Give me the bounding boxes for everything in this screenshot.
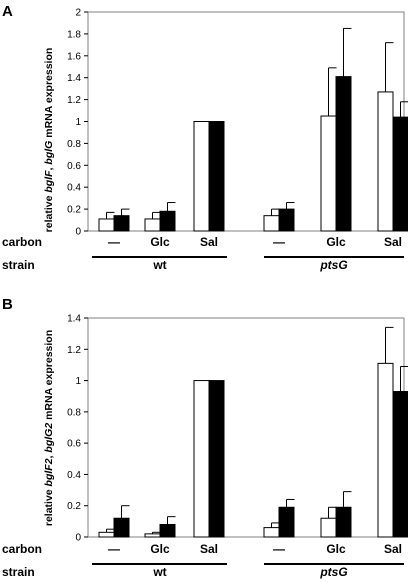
panel-a-bar — [144, 218, 161, 232]
panel-b-category-label: — — [108, 542, 120, 556]
panel-a-bar — [98, 218, 115, 232]
panel-a-bar — [208, 121, 225, 232]
panel-b-y-tick-label: 0.4 — [67, 470, 81, 481]
panel-a-y-tick-label: 0.6 — [67, 161, 81, 172]
panel-b-bar — [208, 380, 225, 538]
panel-b-strain-label: strain — [2, 565, 35, 579]
panel-a-category-label: — — [273, 235, 285, 249]
panel-a-bar — [159, 210, 176, 232]
panel-b-plot-frame — [87, 317, 405, 538]
panel-a-y-tick-label: 0 — [75, 227, 81, 238]
panel-a-category-label: Sal — [200, 235, 218, 249]
panel-b-category-label: Glc — [150, 542, 170, 556]
panel-a-label: A — [2, 3, 13, 20]
panel-a-strain-wt: wt — [152, 258, 166, 272]
panel-a-strain-ptsg: ptsG — [319, 258, 347, 272]
panel-a-y-tick-label: 1.6 — [67, 51, 81, 62]
panel-a-bar — [193, 121, 210, 232]
panel-a-y-tick-label: 2 — [75, 8, 81, 19]
panel-a-bar — [320, 115, 337, 232]
panel-b-y-tick-label: 0 — [75, 533, 81, 544]
panel-b-bar — [392, 391, 408, 538]
panel-a-y-axis-label: relative bglF, bglG mRNA expression — [43, 48, 55, 233]
panel-b-strain-wt: wt — [152, 565, 166, 579]
panel-b-category-label: — — [273, 542, 285, 556]
panel-b-category-label: Sal — [384, 542, 402, 556]
panel-a-y-tick-label: 0.4 — [67, 183, 81, 194]
panel-a-category-label: Sal — [384, 235, 402, 249]
panel-a-y-tick-label: 1 — [75, 117, 81, 128]
panel-a-y-tick-label: 1.4 — [67, 73, 81, 84]
panel-b-carbon-label: carbon — [2, 542, 42, 556]
panel-a-bar — [392, 116, 408, 232]
panel-b-y-tick-label: 0.6 — [67, 439, 81, 450]
panel-b-bar — [159, 523, 176, 538]
panel-b-y-axis-label: relative bglF2, bglG2 mRNA expression — [43, 330, 55, 526]
panel-b-y-tick-label: 0.2 — [67, 501, 81, 512]
panel-b-category-label: Glc — [326, 542, 346, 556]
panel-b-bar — [377, 362, 394, 538]
panel-a-y-tick-label: 0.8 — [67, 139, 81, 150]
panel-b-y-tick-label: 1 — [75, 376, 81, 387]
panel-a-y-tick-label: 1.2 — [67, 95, 81, 106]
panel-b: B relative bglF2, bglG2 mRNA expression … — [2, 296, 408, 579]
panel-a-bar — [278, 208, 295, 232]
panel-a-plot-frame — [87, 11, 405, 232]
panel-b-y-tick-label: 1.2 — [67, 345, 81, 356]
panel-a-carbon-label: carbon — [2, 235, 42, 249]
panel-b-strain-ptsg: ptsG — [319, 565, 347, 579]
panel-b-bar — [263, 527, 280, 538]
panel-b-y-tick-label: 1.4 — [67, 314, 81, 325]
panel-b-bar — [320, 517, 337, 538]
panel-b-bar — [335, 506, 352, 538]
panel-a-category-label: Glc — [326, 235, 346, 249]
panel-b-bar — [113, 517, 130, 538]
panel-b-label: B — [2, 296, 13, 313]
panel-a-strain-label: strain — [2, 258, 35, 272]
panel-a-category-label: Glc — [150, 235, 170, 249]
panel-a-y-tick-label: 1.8 — [67, 29, 81, 40]
panel-a-category-label: — — [108, 235, 120, 249]
panel-b-category-label: Sal — [200, 542, 218, 556]
panel-a-bar — [113, 215, 130, 232]
panel-b-bar — [98, 531, 115, 538]
panel-b-y-tick-label: 0.8 — [67, 407, 81, 418]
panel-b-bar — [193, 380, 210, 538]
panel-a-bar — [335, 76, 352, 232]
panel-a-y-tick-label: 0.2 — [67, 205, 81, 216]
panel-a: A relative bglF, bglG mRNA expression ca… — [2, 3, 408, 272]
panel-a-bar — [377, 91, 394, 232]
panel-a-bar — [263, 215, 280, 232]
panel-b-bar — [278, 506, 295, 538]
panel-b-bar — [144, 533, 161, 538]
